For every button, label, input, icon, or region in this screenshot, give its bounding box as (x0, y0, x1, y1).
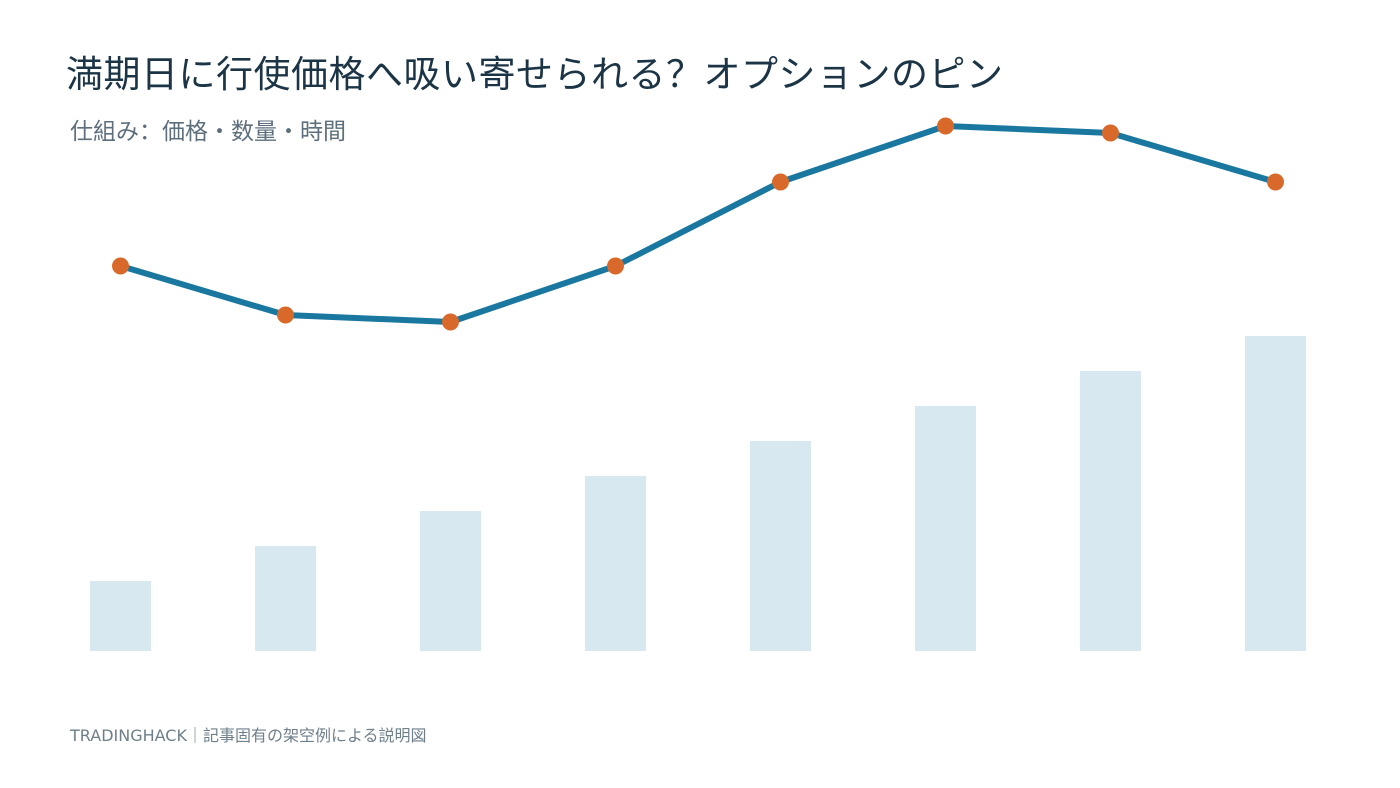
line-point-8 (1267, 173, 1284, 191)
line-point-7 (1102, 124, 1119, 142)
chart-subtitle: 仕組み：価格・数量・時間 (70, 119, 346, 145)
line-point-3 (442, 313, 459, 331)
bar-5 (750, 441, 811, 651)
bar-8 (1245, 336, 1306, 651)
line-point-5 (772, 173, 789, 191)
bar-2 (255, 546, 316, 651)
line-markers (112, 117, 1284, 331)
line-point-6 (937, 117, 954, 135)
line-series (117, 123, 1279, 325)
line-point-2 (277, 306, 294, 324)
chart-title: 満期日に行使価格へ吸い寄せられる？オプションのピン (66, 53, 1004, 96)
bar-3 (420, 511, 481, 651)
footer-credit: TRADINGHACK｜記事固有の架空例による説明図 (70, 726, 427, 745)
price-line (117, 123, 1279, 325)
bar-1 (90, 581, 151, 651)
bar-7 (1080, 371, 1141, 651)
line-point-4 (607, 257, 624, 275)
bar-6 (915, 406, 976, 651)
line-point-1 (112, 257, 129, 275)
bar-4 (585, 476, 646, 651)
bar-series (90, 336, 1306, 651)
